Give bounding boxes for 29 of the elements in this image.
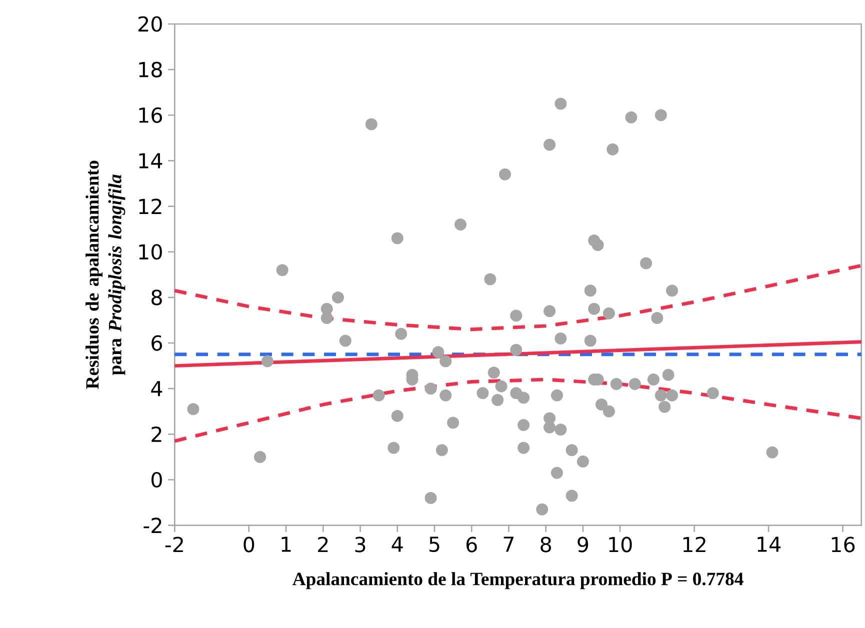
x-tick-label: 12 [683, 536, 706, 552]
y-tick-label: 12 [139, 198, 162, 214]
line-series [172, 264, 864, 332]
y-tick-label: -2 [144, 518, 162, 533]
y-tick-label: 20 [138, 16, 162, 32]
x-tick-label: 0 [244, 536, 254, 552]
x-tick-label: 2 [318, 536, 328, 552]
x-tick-label: 10 [609, 536, 632, 552]
x-tick-label: 14 [758, 536, 781, 552]
x-tick-label: 6 [466, 536, 477, 552]
y-tick-label: 10 [139, 244, 162, 260]
x-tick-label: 4 [392, 536, 403, 552]
x-tick-label: 3 [355, 536, 366, 552]
x-tick-label: 9 [578, 536, 588, 552]
x-tick-label: 16 [832, 536, 855, 552]
x-axis-title: Apalancamiento de la Temperatura promedio P = 0.7784 [292, 572, 744, 590]
y-tick-label: 4 [151, 381, 162, 396]
y-tick-label: 0 [152, 472, 162, 488]
y-tick-label: 18 [139, 62, 162, 78]
x-tick-label: 8 [540, 536, 551, 552]
y-tick-label: 6 [152, 335, 162, 351]
y-tick-label: 8 [152, 290, 162, 306]
x-tick-label: -2 [165, 536, 183, 552]
x-tick-label: 7 [504, 536, 514, 552]
y-tick-label: 14 [139, 153, 162, 168]
y-tick-label: 16 [139, 107, 162, 123]
x-tick-label: 1 [282, 536, 291, 552]
y-tick-label: 2 [152, 426, 162, 442]
x-tick-label: 5 [430, 536, 440, 552]
